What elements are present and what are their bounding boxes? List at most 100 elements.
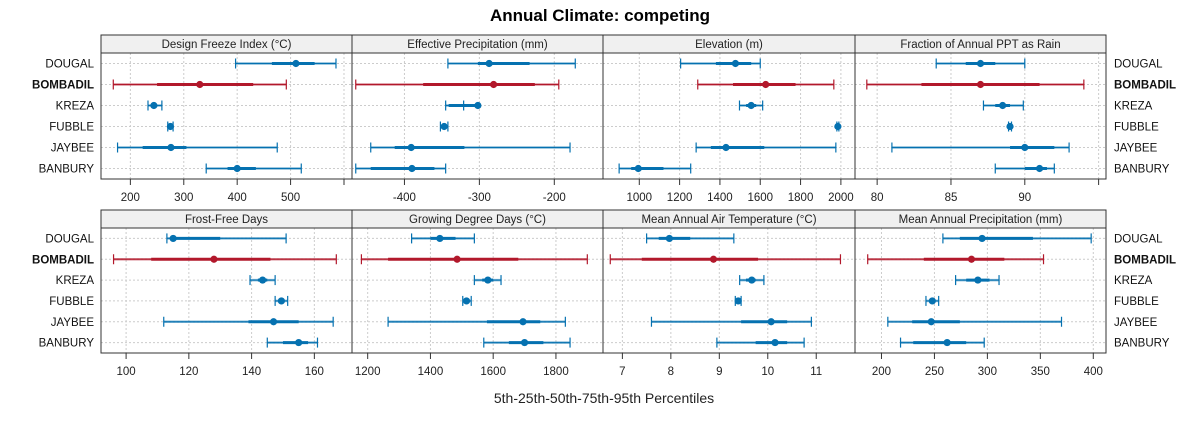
panel-mean-annual-precipitation-mm: Mean Annual Precipitation (mm) 200 250 300 3… <box>854 209 1107 378</box>
x-tick-label: 1200 <box>667 192 693 204</box>
row-label-right-kreza: KREZA <box>1114 275 1153 287</box>
chart-title: Annual Climate: competing <box>490 6 710 25</box>
series-bombadil <box>360 254 588 265</box>
panel-border <box>602 227 856 354</box>
median-point <box>709 255 718 263</box>
series-jaybee <box>116 142 278 153</box>
panel-fraction-of-annual-ppt-as-rain: Fraction of Annual PPT as Rain 80 85 90 <box>854 34 1107 204</box>
series-kreza <box>445 100 482 111</box>
series-dougal <box>447 58 576 69</box>
row-label-right-kreza: KREZA <box>1114 101 1153 113</box>
x-tick-label: 400 <box>1084 366 1103 378</box>
x-tick-label: 350 <box>1031 366 1050 378</box>
panel-title: Effective Precipitation (mm) <box>407 39 548 51</box>
median-point <box>474 101 482 110</box>
median-point <box>771 338 779 347</box>
x-tick-label: 80 <box>871 192 884 204</box>
x-tick-label: 1600 <box>747 192 773 204</box>
row-label-left-kreza: KREZA <box>56 101 95 113</box>
median-point <box>834 122 842 131</box>
panel-title: Fraction of Annual PPT as Rain <box>900 39 1060 51</box>
series-bombadil <box>867 254 1045 265</box>
row-label-left-banbury: BANBURY <box>39 164 95 176</box>
x-tick-label: 90 <box>1018 192 1031 204</box>
median-point <box>976 59 985 68</box>
x-tick-label: 1400 <box>707 192 733 204</box>
x-tick-label: 400 <box>228 192 247 204</box>
row-label-left-jaybee: JAYBEE <box>51 143 95 155</box>
median-point <box>150 101 158 110</box>
median-point <box>233 164 241 173</box>
series-banbury <box>716 337 805 348</box>
row-label-right-fubble: FUBBLE <box>1114 296 1159 308</box>
series-jaybee <box>387 316 566 327</box>
median-point <box>747 101 755 110</box>
median-point <box>453 255 461 263</box>
row-label-left-kreza: KREZA <box>56 275 95 287</box>
row-label-left-jaybee: JAYBEE <box>51 317 95 329</box>
series-fubble <box>734 295 742 306</box>
row-label-left-fubble: FUBBLE <box>49 296 94 308</box>
x-tick-label: 85 <box>945 192 958 204</box>
row-label-left-dougal: DOUGAL <box>45 59 94 71</box>
median-point <box>928 297 936 305</box>
panel-border <box>854 52 1107 180</box>
median-point <box>999 101 1007 110</box>
series-banbury <box>483 337 571 348</box>
median-point <box>166 122 175 131</box>
series-fubble <box>439 121 449 132</box>
series-bombadil <box>355 79 560 90</box>
panel-growing-degree-days-c: Growing Degree Days (°C) 1200 1400 1600 1800 <box>351 209 604 378</box>
panel-effective-precipitation-mm: Effective Precipitation (mm) -400 -300 -200 <box>351 34 604 204</box>
x-tick-label: 7 <box>619 366 625 378</box>
row-label-left-bombadil: BOMBADIL <box>32 80 94 92</box>
series-fubble <box>274 295 289 306</box>
panel-design-freeze-index-c: Design Freeze Index (°C) 200 300 400 500 <box>100 34 353 204</box>
panel-border <box>351 227 604 354</box>
series-fubble <box>166 121 175 132</box>
x-tick-label: 9 <box>716 366 722 378</box>
panel-border <box>602 52 856 180</box>
panel-elevation-m: Elevation (m) 1000 1200 1400 1600 1800 2000 <box>602 34 856 204</box>
panel-title: Growing Degree Days (°C) <box>409 214 546 226</box>
median-point <box>196 80 204 89</box>
series-jaybee <box>370 142 571 153</box>
median-point <box>634 164 642 173</box>
x-tick-label: 1400 <box>418 366 444 378</box>
x-tick-label: 140 <box>242 366 261 378</box>
median-point <box>484 276 492 284</box>
x-tick-label: -300 <box>468 192 491 204</box>
median-point <box>462 297 471 305</box>
series-jaybee <box>650 316 812 327</box>
median-point <box>407 143 415 152</box>
panel-border <box>351 52 604 180</box>
x-tick-label: 250 <box>925 366 944 378</box>
median-point <box>485 59 493 68</box>
series-bombadil <box>112 79 287 90</box>
median-point <box>978 234 986 243</box>
x-tick-label: 2000 <box>828 192 854 204</box>
x-tick-label: 100 <box>117 366 136 378</box>
median-point <box>767 318 775 326</box>
series-dougal <box>680 58 761 69</box>
series-jaybee <box>891 142 1070 153</box>
series-jaybee <box>163 316 334 327</box>
series-kreza <box>249 275 276 286</box>
series-dougal <box>234 58 337 69</box>
x-tick-label: 1800 <box>543 366 569 378</box>
panel-border <box>854 227 1107 354</box>
median-point <box>210 255 218 263</box>
panel-frost-free-days: Frost-Free Days 100 120 140 160 <box>100 209 353 378</box>
row-label-right-bombadil: BOMBADIL <box>1114 80 1176 92</box>
x-tick-label: 1000 <box>626 192 652 204</box>
median-point <box>408 164 416 173</box>
series-banbury <box>994 163 1055 174</box>
series-kreza <box>739 275 765 286</box>
row-label-right-banbury: BANBURY <box>1114 164 1170 176</box>
row-label-right-banbury: BANBURY <box>1114 338 1170 350</box>
median-point <box>520 338 529 347</box>
row-label-left-fubble: FUBBLE <box>49 122 94 134</box>
x-axis-label: 5th-25th-50th-75th-95th Percentiles <box>494 390 714 406</box>
median-point <box>748 276 756 284</box>
median-point <box>1035 164 1044 173</box>
